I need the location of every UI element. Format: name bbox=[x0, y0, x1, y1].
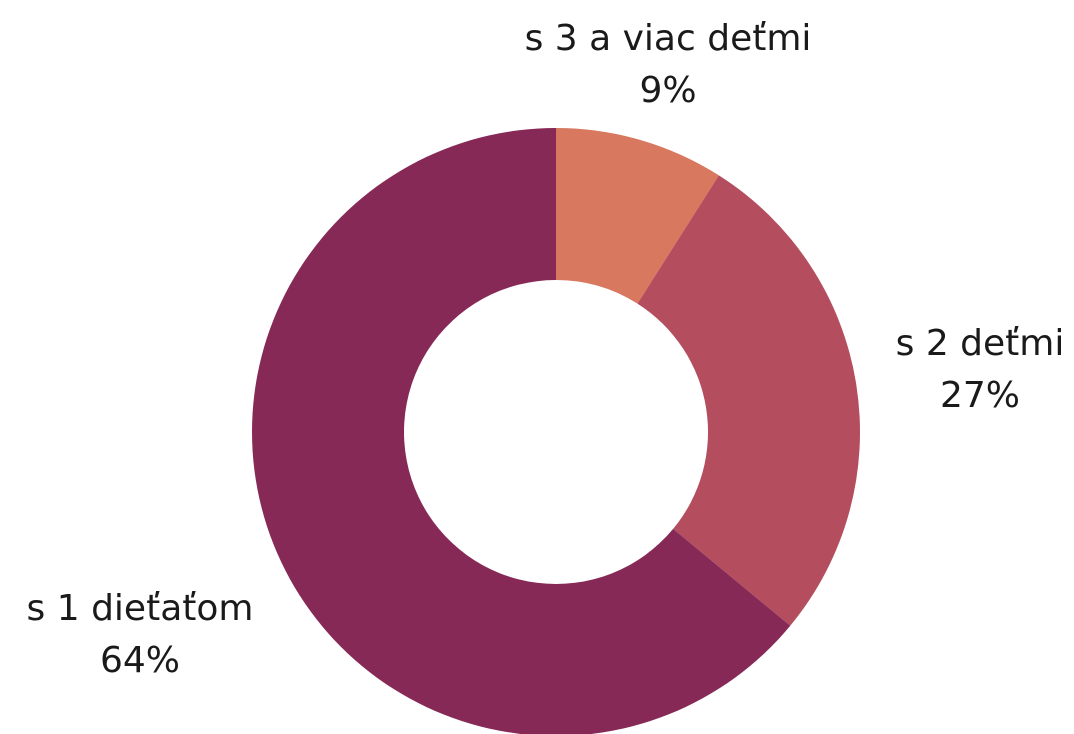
donut-slice bbox=[252, 128, 791, 734]
slice-label: s 2 deťmi bbox=[896, 323, 1065, 364]
slice-value-label: 9% bbox=[639, 70, 696, 111]
donut-slice bbox=[637, 175, 860, 626]
slice-value-label: 27% bbox=[940, 375, 1020, 416]
slice-value-label: 64% bbox=[100, 640, 180, 681]
slice-label: s 3 a viac deťmi bbox=[525, 18, 812, 59]
slice-label: s 1 dieťaťom bbox=[27, 588, 254, 629]
donut-slice bbox=[556, 128, 719, 304]
